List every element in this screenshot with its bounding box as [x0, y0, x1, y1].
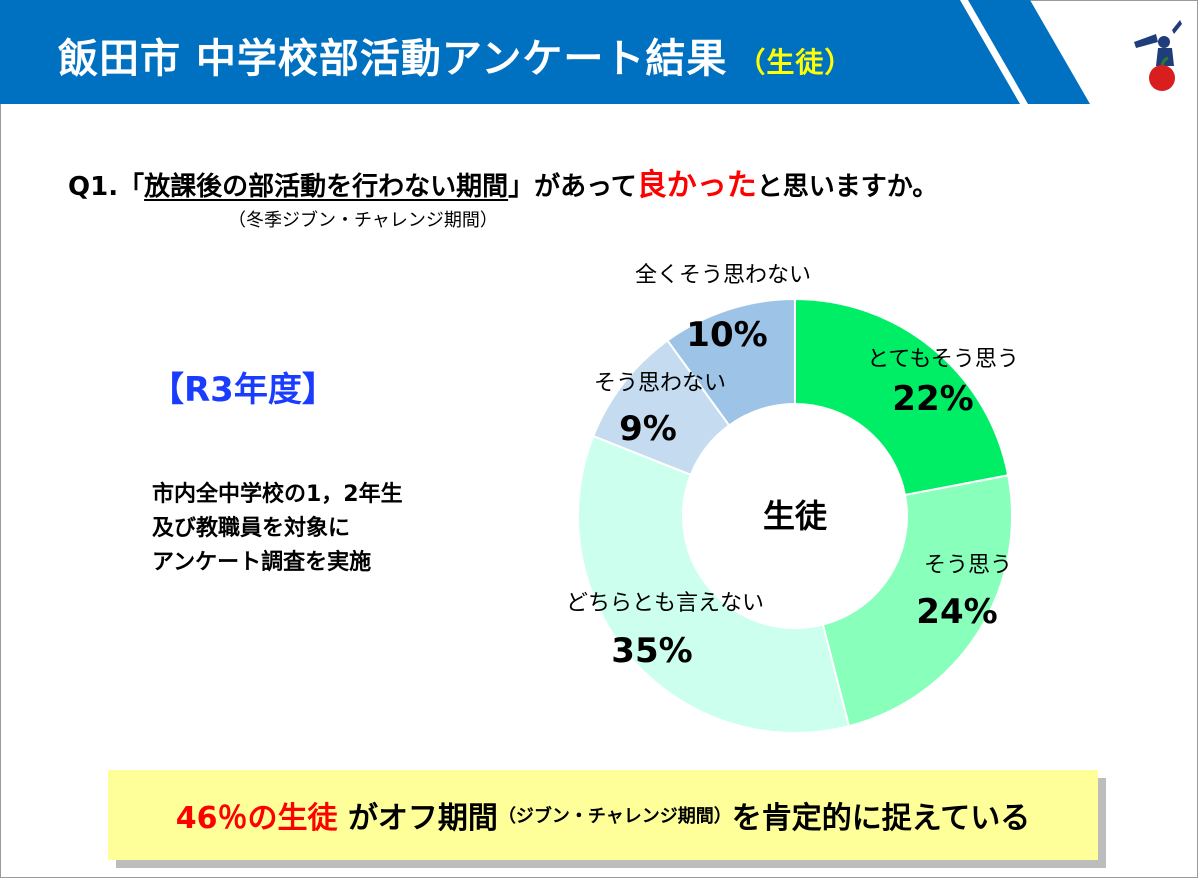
- page-title: 飯田市 中学校部活動アンケート結果 （生徒）: [58, 26, 853, 90]
- description-line-3: アンケート調査を実施: [152, 550, 372, 575]
- slice-category-label: そう思わない: [594, 371, 726, 396]
- slice-value-label: 35%: [611, 631, 692, 671]
- callout-text-2: を肯定的に捉えている: [731, 801, 1031, 836]
- callout-small: （ジブン・チャレンジ期間）: [497, 806, 732, 827]
- description-line-1: 市内全中学校の1，2年生: [152, 482, 403, 507]
- slice-value-label: 9%: [619, 409, 677, 449]
- page-title-main: 飯田市 中学校部活動アンケート結果: [58, 36, 728, 82]
- slice-category-label: そう思う: [924, 553, 1012, 578]
- donut-slice-1: [794, 297, 1010, 497]
- header-stripe-gap: [960, 0, 1028, 104]
- donut-center-label: 生徒: [763, 497, 828, 535]
- question-note: （冬季ジブン・チャレンジ期間）: [228, 210, 498, 231]
- slice-category-label: 全くそう思わない: [635, 263, 811, 288]
- slice-value-label: 22%: [892, 379, 973, 419]
- header-stripe: [964, 0, 1090, 104]
- slice-value-label: 24%: [916, 592, 997, 632]
- slice-value-label: 10%: [686, 315, 767, 355]
- callout-text-1: がオフ期間: [347, 801, 498, 836]
- year-label: 【R3年度】: [150, 370, 336, 410]
- donut-slice-5: [666, 297, 796, 427]
- survey-description: 市内全中学校の1，2年生 及び教職員を対象に アンケート調査を実施: [152, 478, 403, 580]
- donut-slice-2: [821, 474, 1013, 728]
- description-line-2: 及び教職員を対象に: [152, 516, 351, 541]
- question-prefix: Q1.「: [68, 172, 145, 202]
- mascot-apple-icon: [1134, 20, 1182, 91]
- question-mid: 」があって: [508, 172, 637, 202]
- slice-category-label: どちらとも言えない: [566, 591, 764, 616]
- page-title-subtitle: （生徒）: [737, 46, 854, 79]
- question-suffix: と思いますか。: [756, 172, 939, 202]
- slice-category-label: とてもそう思う: [867, 347, 1019, 372]
- question-highlight: 良かった: [636, 168, 757, 203]
- summary-callout: 46％の生徒 がオフ期間 （ジブン・チャレンジ期間） を肯定的に捉えている: [108, 770, 1098, 860]
- question-text: Q1.「放課後の部活動を行わない期間」があって良かったと思いますか。: [68, 160, 938, 204]
- question-underlined: 放課後の部活動を行わない期間: [144, 172, 509, 202]
- header-bar: [0, 0, 1030, 104]
- donut-slice-3: [577, 434, 851, 734]
- callout-highlight: 46％の生徒: [175, 801, 338, 836]
- header-band: [0, 0, 1090, 104]
